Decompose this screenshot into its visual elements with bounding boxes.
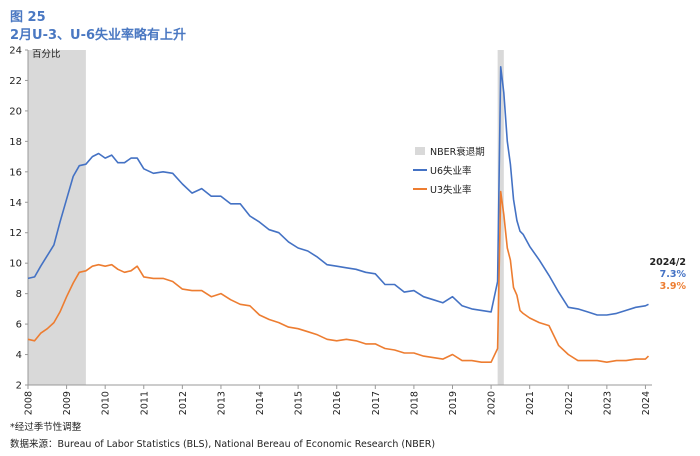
y-tick-label-22: 22: [9, 76, 22, 87]
x-tick-label-2017: 2017: [371, 391, 382, 415]
latest-annotation: 2024/2 7.3% 3.9%: [649, 257, 686, 292]
x-tick-label-2018: 2018: [409, 391, 420, 415]
legend-recession-label: NBER衰退期: [430, 146, 485, 158]
x-tick-label-2011: 2011: [139, 391, 150, 415]
y-tick-label-12: 12: [9, 228, 22, 239]
series-lines: [27, 66, 650, 364]
series-line-u6: [27, 66, 649, 316]
series-line-u3: [27, 190, 650, 364]
y-tick-label-8: 8: [16, 289, 22, 300]
legend-recession-swatch: [415, 147, 425, 155]
x-tick-label-2023: 2023: [602, 391, 613, 415]
legend-u3-label: U3失业率: [430, 184, 472, 196]
x-tick-label-2009: 2009: [62, 391, 73, 415]
x-tick-label-2020: 2020: [487, 391, 498, 415]
figure-number: 图 25: [10, 10, 46, 25]
chart-title: 2月U-3、U-6失业率略有上升: [10, 28, 187, 43]
legend-u6-label: U6失业率: [430, 165, 472, 177]
latest-u6-value: 7.3%: [660, 269, 687, 280]
y-axis-unit-label: 百分比: [32, 48, 61, 60]
x-tick-label-2013: 2013: [216, 391, 227, 415]
x-tick-label-2015: 2015: [294, 391, 305, 415]
legend: NBER衰退期 U6失业率 U3失业率: [413, 146, 485, 196]
y-tick-label-10: 10: [9, 259, 22, 270]
x-tick-label-2019: 2019: [448, 391, 459, 415]
x-tick-label-2014: 2014: [255, 391, 266, 415]
footnote-adjustment: *经过季节性调整: [10, 422, 82, 433]
x-tick-label-2008: 2008: [24, 391, 35, 415]
x-tick-label-2012: 2012: [178, 391, 189, 415]
y-tick-label-4: 4: [16, 350, 22, 361]
y-tick-label-14: 14: [9, 198, 22, 209]
latest-date: 2024/2: [649, 257, 686, 268]
x-tick-label-2024: 2024: [641, 391, 652, 415]
x-tick-label-2022: 2022: [564, 391, 575, 415]
x-tick-label-2021: 2021: [525, 391, 536, 415]
y-tick-label-2: 2: [16, 381, 22, 392]
latest-u3-value: 3.9%: [660, 281, 687, 292]
recession-band-0: [28, 50, 86, 385]
footnote-source: 数据来源：Bureau of Labor Statistics (BLS), N…: [10, 439, 436, 450]
y-tick-label-24: 24: [9, 46, 22, 57]
y-tick-label-16: 16: [9, 167, 22, 178]
recession-bands: [28, 50, 504, 385]
x-tick-label-2010: 2010: [101, 391, 112, 415]
y-tick-label-18: 18: [9, 137, 22, 148]
x-tick-label-2016: 2016: [332, 391, 343, 415]
y-tick-label-20: 20: [9, 106, 22, 117]
y-tick-label-6: 6: [16, 320, 22, 331]
